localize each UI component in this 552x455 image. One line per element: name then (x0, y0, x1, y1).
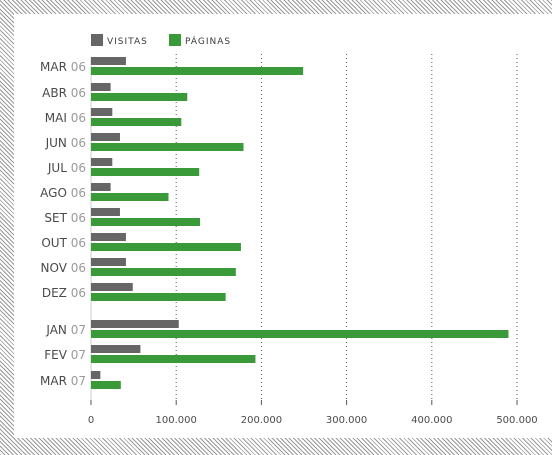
bar-paginas-11 (91, 355, 256, 363)
category-month: MAR (40, 374, 71, 388)
category-label-6: SET 06 (44, 211, 86, 225)
category-month: SET (44, 211, 70, 225)
bar-visitas-6 (91, 208, 120, 216)
category-month: MAR (40, 60, 71, 74)
bar-visitas-9 (91, 283, 133, 291)
x-tick-label-2: 200.000 (241, 415, 282, 426)
x-axis: 0 100.000 200.000 300.000 400.000 500.000 (88, 400, 538, 426)
category-label-0: MAR 06 (40, 60, 86, 74)
category-year: 06 (71, 261, 86, 275)
bar-paginas-7 (91, 243, 241, 251)
bar-visitas-4 (91, 158, 113, 166)
category-month: MAI (45, 111, 71, 125)
category-year: 07 (71, 348, 86, 362)
grid-lines (90, 54, 518, 402)
category-year: 07 (71, 374, 86, 388)
chart-panel: VISITAS PÁGINAS MAR 06 ABR 06 MAI 06 JUN 06 J… (14, 14, 552, 438)
legend-swatch-0 (91, 34, 103, 46)
category-year: 07 (71, 323, 86, 337)
category-month: JUL (47, 161, 71, 175)
category-label-4: JUL 06 (47, 161, 86, 175)
x-tick-label-4: 400.000 (411, 415, 452, 426)
x-tick-label-3: 300.000 (326, 415, 367, 426)
bar-visitas-5 (91, 183, 111, 191)
bar-paginas-9 (91, 293, 226, 301)
bar-visitas-11 (91, 345, 141, 353)
bar-paginas-6 (91, 218, 201, 226)
category-label-7: OUT 06 (41, 236, 86, 250)
bar-visitas-1 (91, 83, 111, 91)
category-label-11: FEV 07 (44, 348, 86, 362)
legend-swatch-1 (169, 34, 181, 46)
category-month: AGO (40, 186, 71, 200)
category-month: ABR (42, 86, 71, 100)
bar-paginas-0 (91, 67, 304, 75)
category-year: 06 (71, 86, 86, 100)
legend-label-1: PÁGINAS (185, 35, 231, 47)
category-label-12: MAR 07 (40, 374, 86, 388)
legend-label-0: VISITAS (107, 37, 148, 47)
bar-paginas-5 (91, 193, 169, 201)
bar-paginas-2 (91, 118, 182, 126)
bar-visitas-2 (91, 108, 113, 116)
category-year: 06 (71, 186, 86, 200)
bar-visitas-0 (91, 57, 126, 65)
category-year: 06 (71, 136, 86, 150)
bar-paginas-12 (91, 381, 121, 389)
category-label-3: JUN 06 (45, 136, 86, 150)
category-month: OUT (41, 236, 70, 250)
category-label-9: DEZ 06 (42, 286, 86, 300)
category-month: JUN (45, 136, 71, 150)
category-label-1: ABR 06 (42, 86, 86, 100)
category-month: NOV (40, 261, 70, 275)
bar-paginas-10 (91, 330, 509, 338)
category-label-10: JAN 07 (45, 323, 86, 337)
category-label-8: NOV 06 (40, 261, 86, 275)
category-year: 06 (71, 211, 86, 225)
category-label-5: AGO 06 (40, 186, 86, 200)
bar-visitas-10 (91, 320, 179, 328)
legend: VISITAS PÁGINAS (91, 34, 231, 47)
x-tick-label-1: 100.000 (156, 415, 197, 426)
category-year: 06 (71, 60, 86, 74)
category-year: 06 (71, 111, 86, 125)
bar-paginas-4 (91, 168, 200, 176)
x-tick-label-5: 500.000 (496, 415, 537, 426)
bar-paginas-3 (91, 143, 244, 151)
x-tick-label-0: 0 (88, 415, 94, 426)
category-year: 06 (71, 286, 86, 300)
category-year: 06 (71, 236, 86, 250)
bar-visitas-7 (91, 233, 126, 241)
bar-paginas-1 (91, 93, 188, 101)
bar-visitas-12 (91, 371, 101, 379)
category-month: FEV (44, 348, 71, 362)
category-label-2: MAI 06 (45, 111, 86, 125)
bar-visitas-8 (91, 258, 126, 266)
bars (91, 57, 509, 389)
bar-visitas-3 (91, 133, 120, 141)
category-month: DEZ (42, 286, 71, 300)
bar-paginas-8 (91, 268, 236, 276)
category-month: JAN (45, 323, 70, 337)
category-year: 06 (71, 161, 86, 175)
